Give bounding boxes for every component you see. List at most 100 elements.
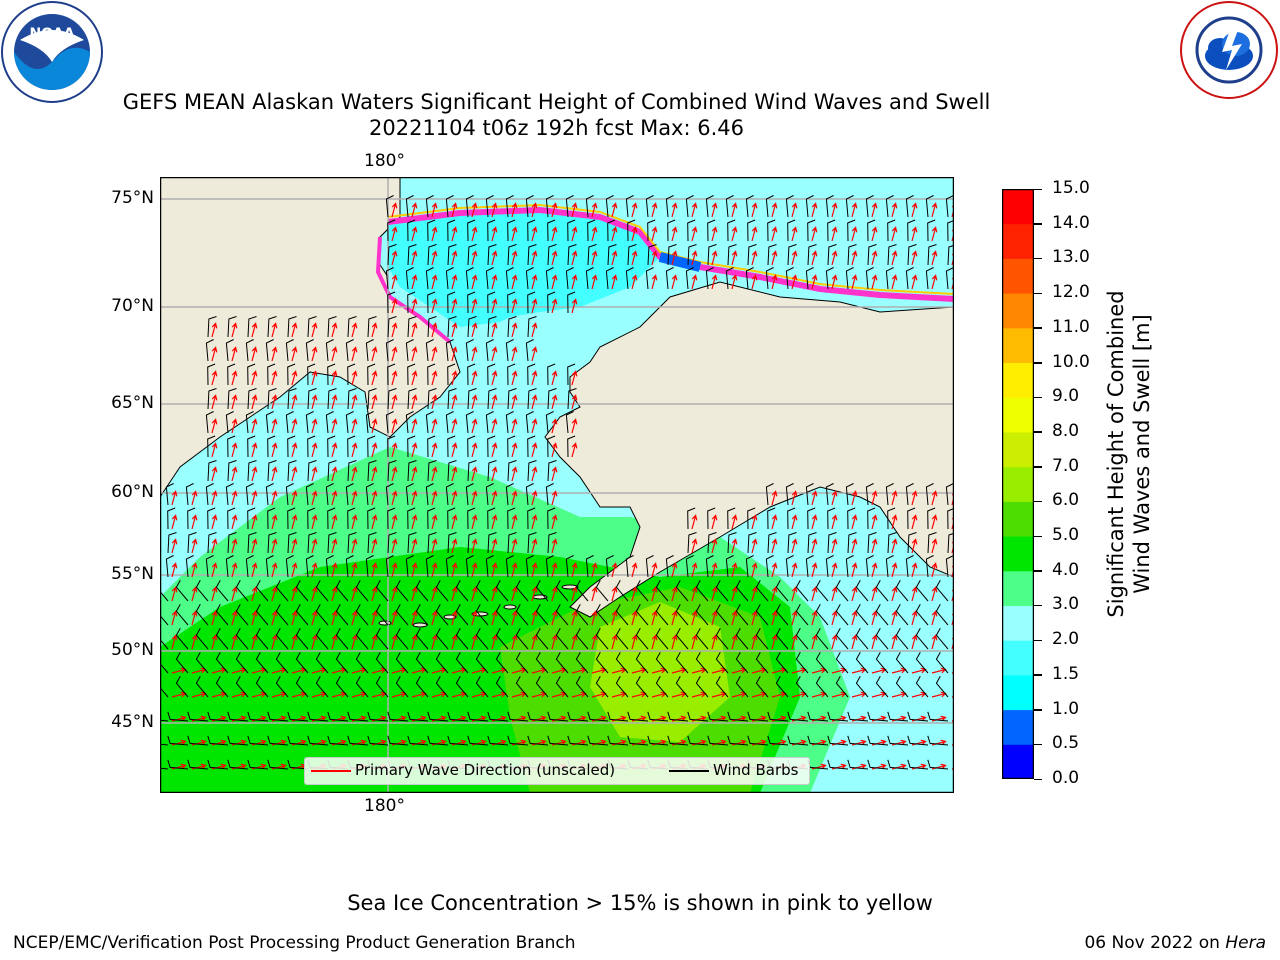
- wind-barb: [667, 219, 676, 242]
- wave-direction-arrow: [891, 715, 907, 722]
- wave-direction-arrow: [491, 466, 498, 482]
- wind-barb: [327, 316, 337, 338]
- wind-barb: [525, 483, 534, 506]
- wave-direction-arrow: [311, 418, 318, 434]
- lat-label-65: 65°N: [111, 393, 154, 413]
- wave-direction-arrow: [531, 442, 538, 458]
- wind-barb: [447, 735, 469, 746]
- wind-barb: [387, 219, 396, 242]
- wave-direction-arrow: [831, 274, 838, 290]
- wind-barb: [335, 579, 349, 602]
- colorbar-tick-label: 2.0: [1052, 629, 1080, 650]
- wave-direction-arrow: [491, 586, 498, 602]
- wave-direction-arrow: [711, 715, 727, 722]
- wave-direction-arrow: [591, 226, 598, 242]
- wave-direction-arrow: [531, 562, 538, 578]
- wave-direction-arrow: [451, 610, 458, 626]
- wave-direction-arrow: [391, 610, 398, 626]
- wave-direction-arrow: [631, 202, 638, 218]
- wave-direction-arrow: [811, 514, 818, 530]
- wind-barb: [347, 435, 356, 458]
- wave-direction-arrow: [191, 610, 198, 626]
- wave-direction-arrow: [511, 274, 518, 290]
- wind-barb: [407, 735, 429, 746]
- wave-direction-arrow: [751, 634, 758, 650]
- wind-barb: [395, 651, 409, 674]
- wind-barb: [635, 579, 649, 602]
- wind-barb: [527, 388, 537, 410]
- wind-barb: [285, 411, 294, 434]
- wind-barb: [415, 651, 429, 674]
- wind-barb: [207, 435, 216, 458]
- wave-direction-arrow: [351, 586, 358, 602]
- wave-direction-arrow: [251, 514, 258, 530]
- wave-direction-arrow: [451, 394, 458, 410]
- wave-direction-arrow: [511, 715, 527, 722]
- sea-ice-note: Sea Ice Concentration > 15% is shown in …: [347, 891, 933, 915]
- colorbar-tick-mark: [1034, 674, 1042, 676]
- wave-direction-arrow: [851, 514, 858, 530]
- wave-direction-arrow: [211, 418, 218, 434]
- wind-barb: [275, 627, 289, 650]
- wave-direction-arrow: [731, 226, 738, 242]
- wave-direction-arrow: [851, 250, 858, 266]
- wind-barb: [455, 675, 469, 698]
- wind-barb: [715, 651, 729, 674]
- wave-direction-arrow: [851, 226, 858, 242]
- wave-direction-arrow: [511, 250, 518, 266]
- wind-barb: [695, 603, 709, 626]
- wave-direction-arrow: [651, 586, 658, 602]
- wind-barb: [385, 195, 394, 218]
- wave-direction-arrow: [351, 490, 358, 506]
- wind-barb: [287, 388, 297, 410]
- wind-barb: [865, 555, 874, 578]
- wind-barb: [475, 651, 489, 674]
- wave-direction-arrow: [471, 418, 478, 434]
- wave-direction-arrow: [451, 490, 458, 506]
- wind-barb: [335, 651, 349, 674]
- wave-direction-arrow: [511, 610, 518, 626]
- wind-barb: [165, 555, 174, 578]
- wind-barb: [207, 316, 217, 338]
- wave-direction-arrow: [711, 634, 718, 650]
- wind-barb: [467, 388, 477, 410]
- wind-barb: [795, 603, 809, 626]
- wind-barb: [925, 483, 934, 506]
- wave-direction-arrow: [851, 610, 858, 626]
- wave-direction-arrow: [371, 610, 378, 626]
- wave-direction-arrow: [631, 739, 647, 746]
- wind-barb: [307, 711, 329, 722]
- wave-direction-arrow: [351, 562, 358, 578]
- colorbar-segment: [1002, 362, 1034, 398]
- wind-barb: [667, 244, 677, 266]
- wave-direction-arrow: [731, 538, 738, 554]
- wave-direction-arrow: [331, 739, 347, 746]
- wave-direction-arrow: [251, 490, 258, 506]
- wave-direction-arrow: [591, 274, 598, 290]
- wave-direction-arrow: [491, 490, 498, 506]
- wave-direction-arrow: [651, 610, 658, 626]
- wind-barb: [407, 711, 429, 722]
- wave-direction-arrow: [511, 418, 518, 434]
- wind-barb: [855, 603, 869, 626]
- wind-barb: [160, 719, 169, 722]
- colorbar-segment: [1002, 431, 1034, 468]
- wave-direction-arrow: [211, 466, 218, 482]
- wind-barb: [427, 316, 437, 338]
- wave-direction-arrow: [391, 394, 398, 410]
- wind-barb: [707, 735, 729, 746]
- wind-barb: [787, 735, 809, 746]
- wind-barb: [765, 195, 774, 218]
- wind-barb: [605, 555, 614, 578]
- wind-barb: [615, 627, 629, 650]
- wind-barb: [227, 759, 249, 770]
- wave-direction-arrow: [531, 490, 538, 506]
- wind-barb: [755, 579, 769, 602]
- wind-barb: [755, 603, 769, 626]
- wave-direction-arrow: [171, 739, 187, 746]
- wave-direction-arrow: [211, 442, 218, 458]
- wave-direction-arrow: [311, 538, 318, 554]
- wave-direction-arrow: [271, 610, 278, 626]
- wind-barb: [247, 316, 257, 338]
- wind-barb: [945, 483, 954, 506]
